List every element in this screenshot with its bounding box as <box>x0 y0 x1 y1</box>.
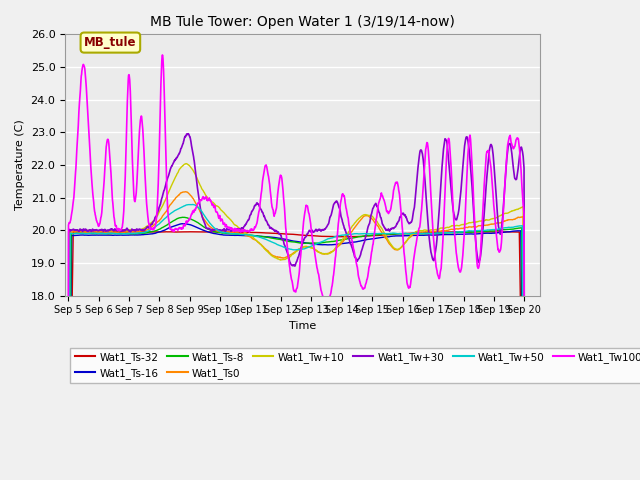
X-axis label: Time: Time <box>289 321 316 331</box>
Wat1_Ts0 <box>181 189 189 194</box>
Line: Wat1_Ts0: Wat1_Ts0 <box>68 192 524 480</box>
Wat1_Ts-32 <box>284 231 292 237</box>
Wat1_Tw+50 <box>275 242 283 248</box>
Wat1_Tw+30 <box>184 131 192 137</box>
Wat1_Ts-8 <box>470 229 478 235</box>
Wat1_Tw+30 <box>136 226 143 232</box>
Wat1_Tw+50 <box>515 223 522 229</box>
Wat1_Ts0 <box>284 253 292 259</box>
Wat1_Tw+10 <box>182 161 189 167</box>
Wat1_Ts-8 <box>515 225 522 231</box>
Wat1_Ts-32 <box>83 229 90 235</box>
Wat1_Tw+10 <box>515 206 522 212</box>
Wat1_Tw+30 <box>515 160 522 166</box>
Wat1_Tw100 <box>470 208 478 214</box>
Wat1_Ts-8 <box>179 215 186 220</box>
Wat1_Ts-8 <box>275 237 283 242</box>
Wat1_Tw100 <box>515 139 522 144</box>
Wat1_Tw+30 <box>470 217 478 223</box>
Wat1_Ts-8 <box>136 230 143 236</box>
Line: Wat1_Ts-32: Wat1_Ts-32 <box>68 232 524 480</box>
Wat1_Ts0 <box>515 215 522 220</box>
Wat1_Ts-32 <box>136 229 143 235</box>
Wat1_Tw+50 <box>189 202 196 207</box>
Wat1_Tw+10 <box>136 227 143 233</box>
Title: MB Tule Tower: Open Water 1 (3/19/14-now): MB Tule Tower: Open Water 1 (3/19/14-now… <box>150 15 455 29</box>
Wat1_Ts0 <box>403 238 411 243</box>
Wat1_Ts-32 <box>515 229 522 235</box>
Wat1_Tw+30 <box>520 346 528 352</box>
Y-axis label: Temperature (C): Temperature (C) <box>15 120 25 210</box>
Wat1_Tw+50 <box>470 228 478 234</box>
Line: Wat1_Ts-8: Wat1_Ts-8 <box>68 217 524 480</box>
Wat1_Tw100 <box>275 179 283 185</box>
Line: Wat1_Ts-16: Wat1_Ts-16 <box>68 224 524 480</box>
Wat1_Ts-16 <box>136 232 143 238</box>
Wat1_Tw100 <box>159 52 166 58</box>
Line: Wat1_Tw100: Wat1_Tw100 <box>68 55 524 444</box>
Wat1_Tw+10 <box>470 219 478 225</box>
Text: MB_tule: MB_tule <box>84 36 136 49</box>
Wat1_Tw100 <box>520 435 528 441</box>
Wat1_Ts-16 <box>284 237 292 243</box>
Line: Wat1_Tw+50: Wat1_Tw+50 <box>68 204 524 480</box>
Wat1_Tw100 <box>284 250 292 255</box>
Wat1_Tw+50 <box>284 246 292 252</box>
Wat1_Ts-16 <box>403 233 411 239</box>
Wat1_Ts-16 <box>515 228 522 234</box>
Wat1_Tw+30 <box>275 231 283 237</box>
Wat1_Tw+10 <box>403 238 411 243</box>
Line: Wat1_Tw+10: Wat1_Tw+10 <box>68 164 524 480</box>
Wat1_Ts-16 <box>181 221 189 227</box>
Wat1_Tw+10 <box>284 255 292 261</box>
Wat1_Tw100 <box>65 442 72 447</box>
Wat1_Tw+50 <box>136 230 143 236</box>
Wat1_Tw100 <box>403 281 411 287</box>
Wat1_Ts-32 <box>275 231 283 237</box>
Wat1_Tw+10 <box>520 474 528 480</box>
Wat1_Ts0 <box>275 254 283 260</box>
Wat1_Tw+50 <box>403 231 411 237</box>
Wat1_Ts-8 <box>403 231 411 237</box>
Wat1_Ts-16 <box>275 235 283 241</box>
Line: Wat1_Tw+30: Wat1_Tw+30 <box>68 134 524 480</box>
Wat1_Tw+30 <box>403 218 411 224</box>
Wat1_Ts-32 <box>403 230 411 236</box>
Wat1_Ts-32 <box>470 229 478 235</box>
Legend: Wat1_Ts-32, Wat1_Ts-16, Wat1_Ts-8, Wat1_Ts0, Wat1_Tw+10, Wat1_Tw+30, Wat1_Tw+50,: Wat1_Ts-32, Wat1_Ts-16, Wat1_Ts-8, Wat1_… <box>70 348 640 383</box>
Wat1_Ts0 <box>136 228 143 234</box>
Wat1_Tw+30 <box>284 251 292 257</box>
Wat1_Tw100 <box>136 128 143 133</box>
Wat1_Ts-8 <box>284 239 292 244</box>
Wat1_Tw+10 <box>275 257 283 263</box>
Wat1_Ts-16 <box>470 231 478 237</box>
Wat1_Ts0 <box>470 224 478 229</box>
